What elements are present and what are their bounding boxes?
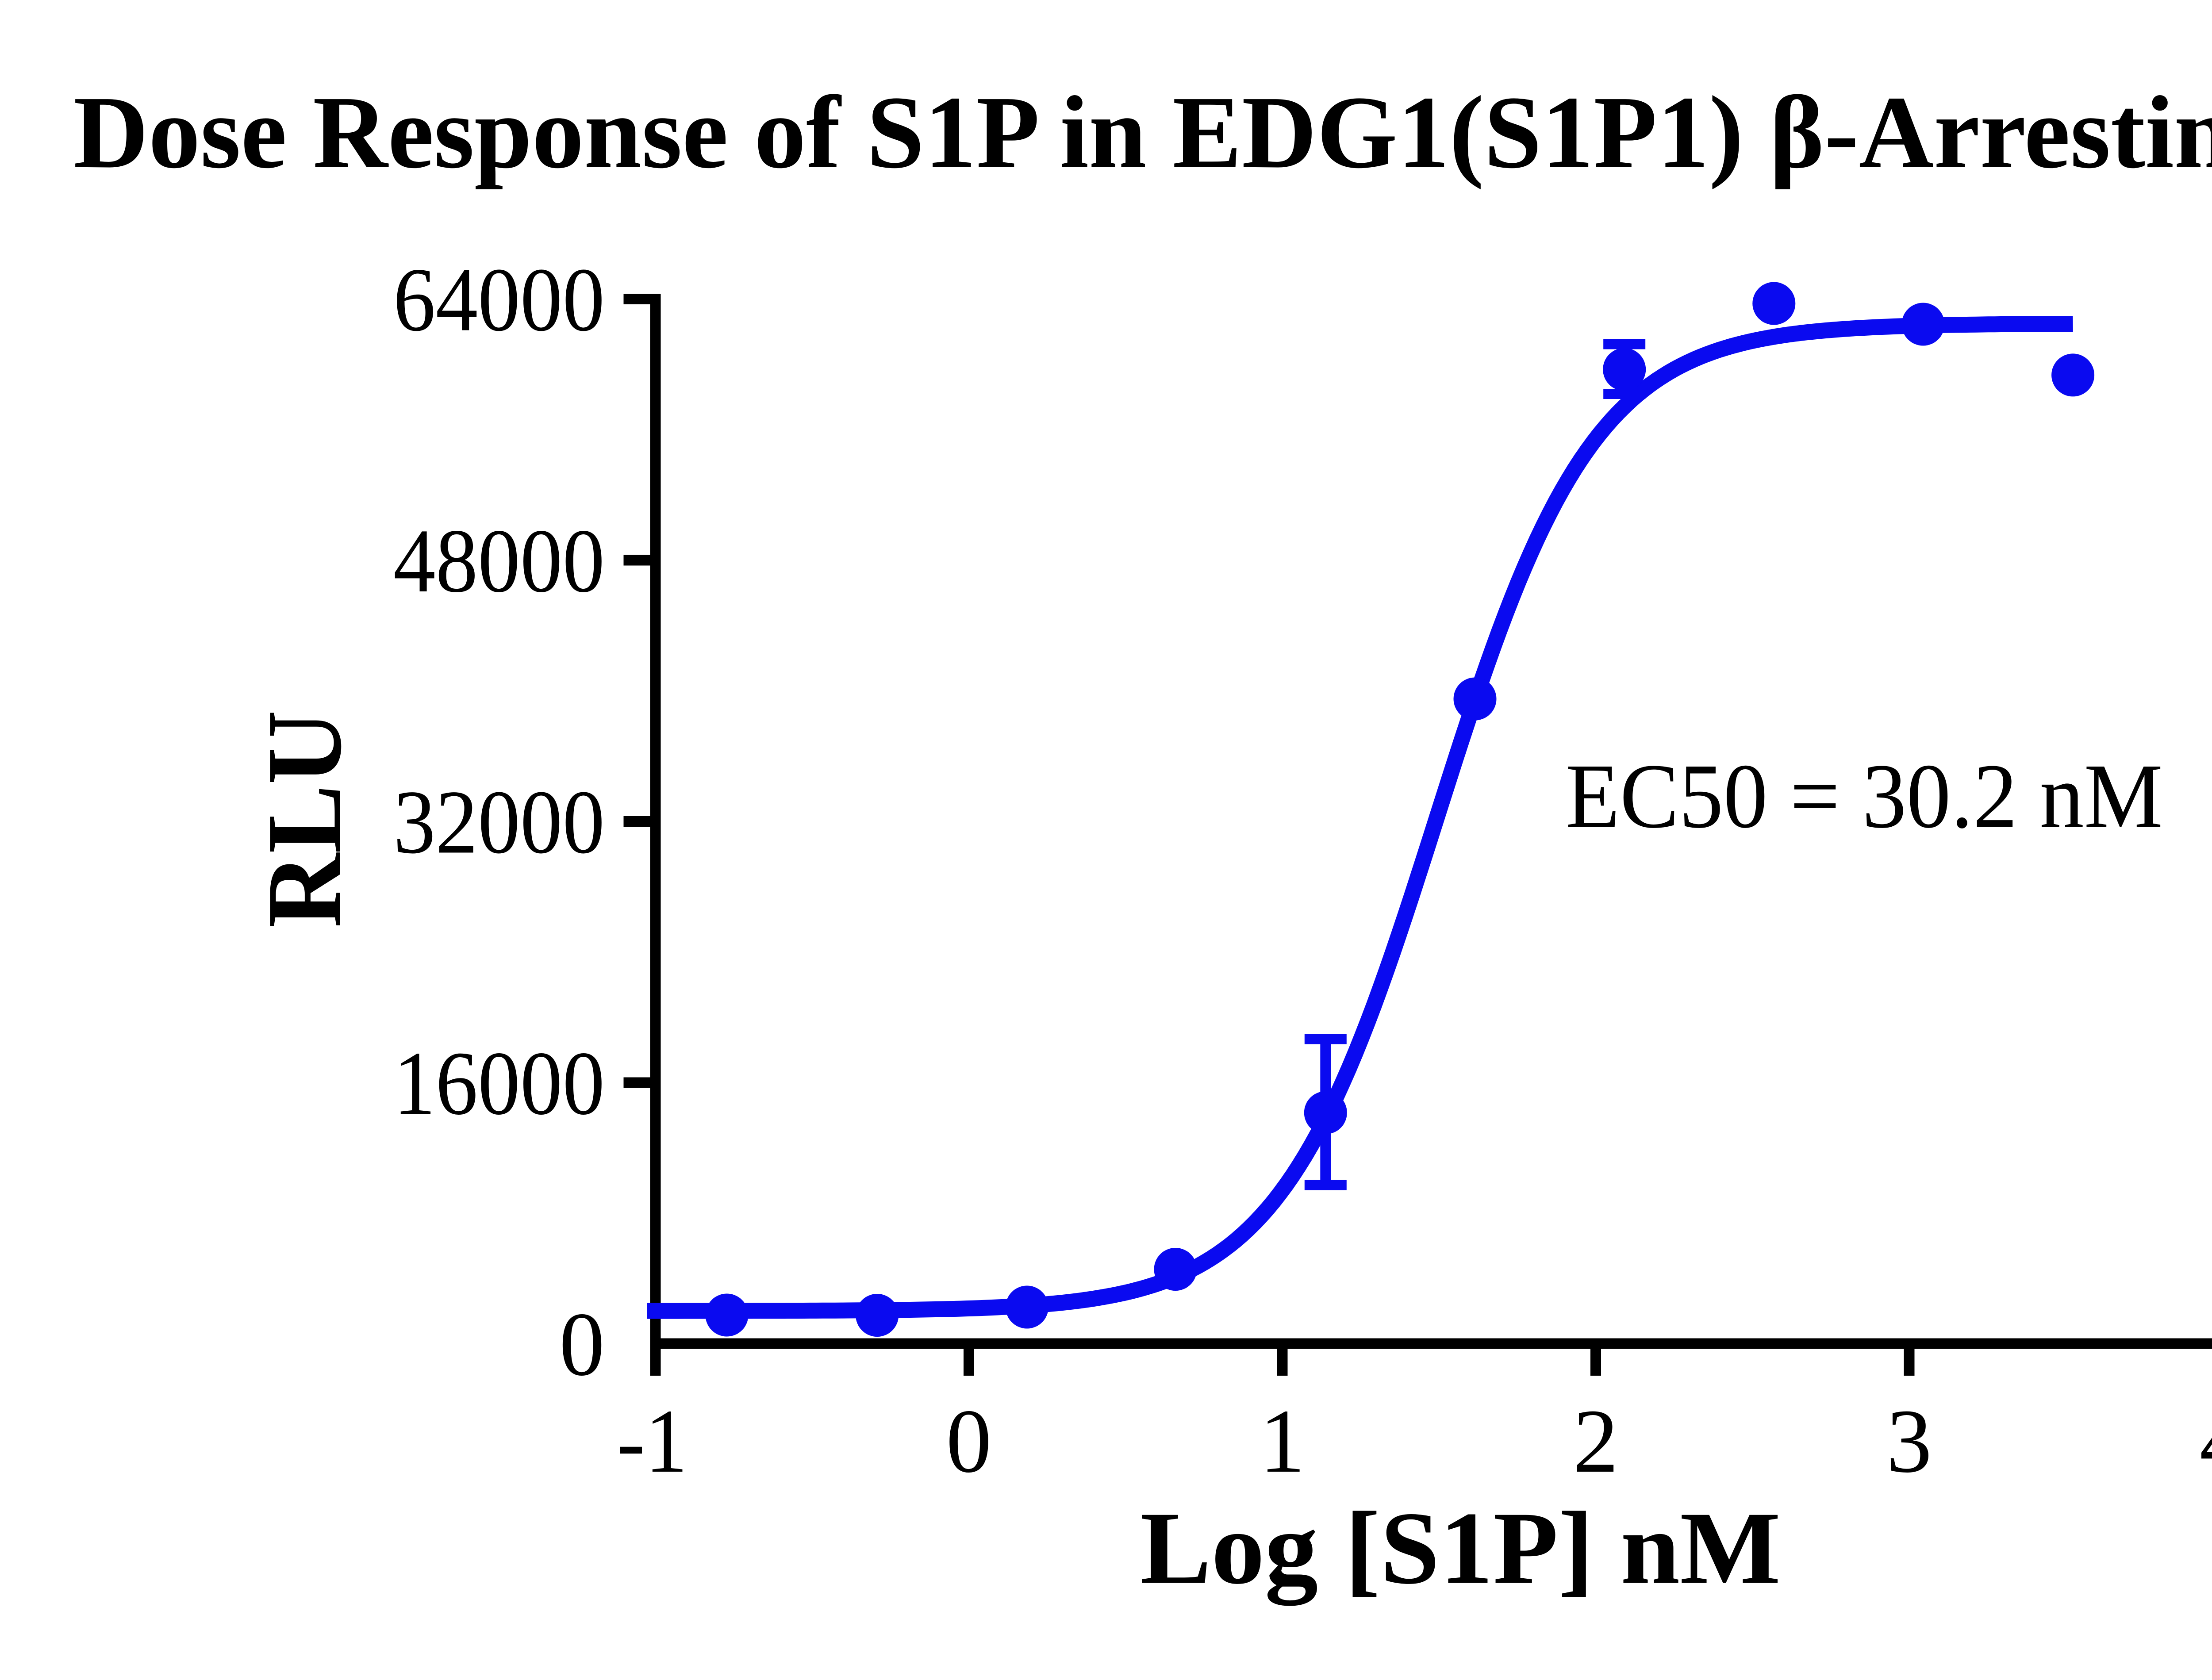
- svg-text:3: 3: [1886, 1390, 1932, 1492]
- svg-text:64000: 64000: [393, 249, 605, 350]
- svg-text:0: 0: [559, 1293, 605, 1395]
- svg-text:48000: 48000: [393, 510, 605, 611]
- svg-text:32000: 32000: [393, 771, 605, 873]
- svg-text:Dose Response of S1P in EDG1(S: Dose Response of S1P in EDG1(S1P1) β-Arr…: [73, 75, 2212, 190]
- svg-text:Log [S1P] nM: Log [S1P] nM: [1140, 1491, 1781, 1606]
- svg-text:16000: 16000: [393, 1032, 605, 1134]
- svg-text:1: 1: [1260, 1390, 1305, 1492]
- svg-text:RLU: RLU: [245, 710, 364, 928]
- svg-text:4: 4: [2200, 1390, 2212, 1492]
- svg-text:-1: -1: [617, 1390, 687, 1492]
- svg-text:0: 0: [946, 1390, 992, 1492]
- svg-text:EC50 = 30.2 nM: EC50 = 30.2 nM: [1566, 745, 2163, 848]
- svg-text:2: 2: [1573, 1390, 1619, 1492]
